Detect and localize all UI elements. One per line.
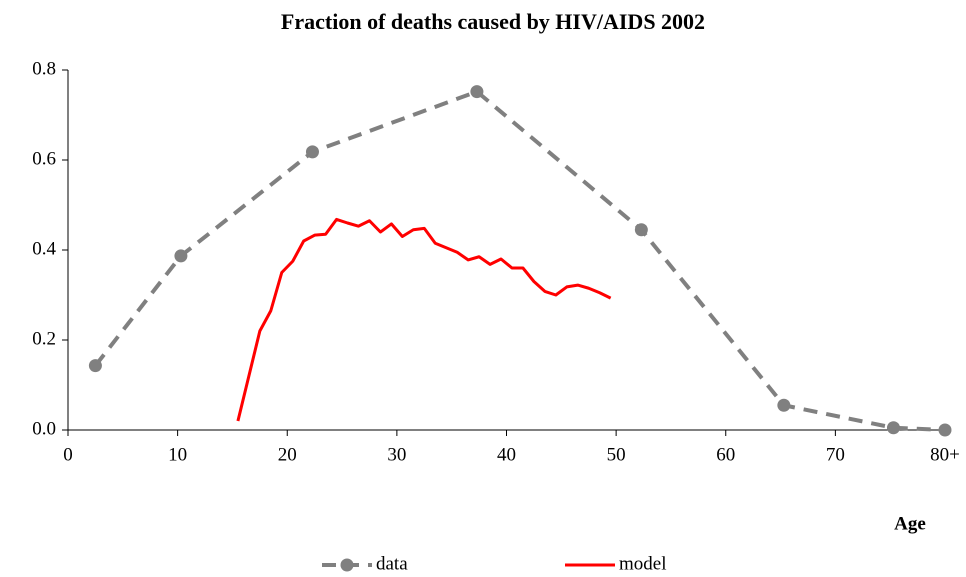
chart-title: Fraction of deaths caused by HIV/AIDS 20…	[281, 9, 705, 34]
x-tick-label: 60	[716, 444, 735, 465]
legend-label: model	[619, 553, 667, 574]
x-tick-label: 40	[497, 444, 516, 465]
x-tick-label: 30	[387, 444, 406, 465]
legend-marker	[340, 558, 354, 572]
data-point	[886, 421, 900, 435]
legend-label: data	[376, 553, 408, 574]
x-tick-label: 10	[168, 444, 187, 465]
x-tick-label: 80+	[930, 444, 960, 465]
data-point	[470, 85, 484, 99]
y-tick-label: 0.4	[32, 238, 56, 259]
y-tick-label: 0.0	[32, 418, 56, 439]
y-tick-label: 0.2	[32, 328, 56, 349]
x-tick-label: 50	[607, 444, 626, 465]
data-point	[305, 145, 319, 159]
x-tick-label: 0	[63, 444, 73, 465]
x-tick-label: 20	[278, 444, 297, 465]
y-tick-label: 0.6	[32, 148, 56, 169]
x-tick-label: 70	[826, 444, 845, 465]
data-point	[174, 249, 188, 263]
data-point	[634, 223, 648, 237]
y-tick-label: 0.8	[32, 58, 56, 79]
data-point	[777, 398, 791, 412]
series-line	[93, 89, 946, 432]
x-axis-title: Age	[894, 513, 926, 534]
series-line	[236, 217, 612, 422]
data-point	[88, 359, 102, 373]
data-point	[938, 423, 952, 437]
